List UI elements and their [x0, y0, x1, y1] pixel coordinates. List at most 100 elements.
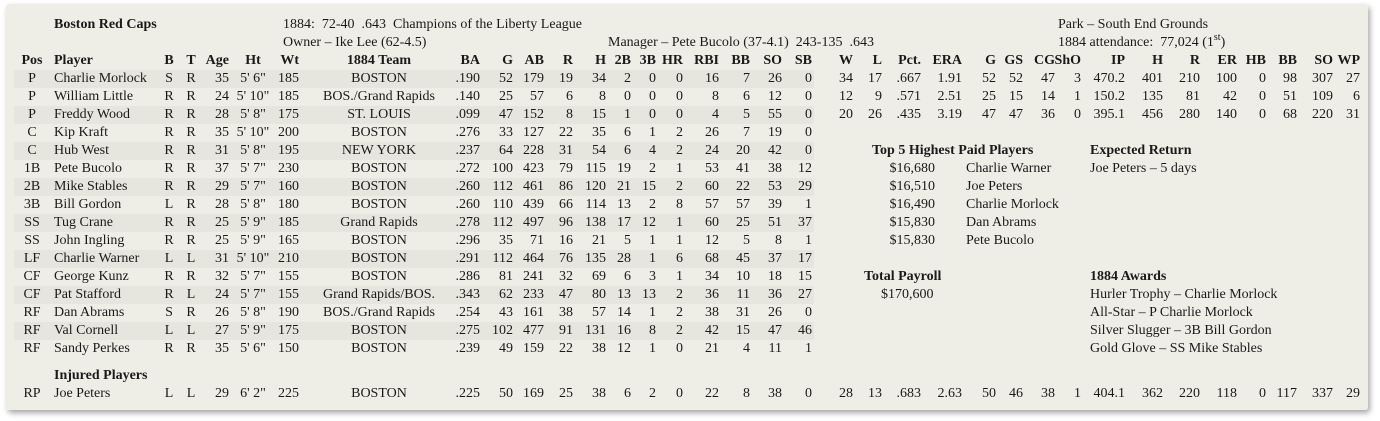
salary-player: Charlie Warner: [966, 161, 1052, 176]
cell: 1: [676, 161, 683, 176]
cell: 54: [592, 143, 606, 158]
cell: 6: [743, 89, 750, 104]
cell: 32: [559, 269, 573, 284]
cell: Hub West: [54, 143, 109, 158]
cell: 81: [1186, 89, 1200, 104]
cell: 1: [649, 251, 656, 266]
cell: 38: [592, 386, 606, 401]
cell: R: [186, 215, 196, 230]
cell: 6: [624, 386, 631, 401]
cell: 0: [676, 89, 683, 104]
row-stripe: [14, 178, 814, 196]
cell: .667: [897, 71, 922, 86]
cell: 12: [768, 89, 782, 104]
cell: 0: [676, 71, 683, 86]
column-header: T: [186, 53, 196, 68]
cell: 1.91: [938, 71, 963, 86]
cell: 7: [743, 71, 750, 86]
cell: 175: [278, 323, 299, 338]
cell: 4: [712, 107, 719, 122]
cell: 68: [1283, 107, 1297, 122]
cell: 24: [705, 143, 719, 158]
cell: 5' 9": [240, 323, 266, 338]
cell: 34: [705, 269, 719, 284]
column-header: G: [502, 53, 513, 68]
cell: 5: [624, 233, 631, 248]
salaries-title: Top 5 Highest Paid Players: [872, 143, 1034, 158]
cell: 26: [868, 107, 882, 122]
cell: 47: [982, 107, 996, 122]
cell: R: [186, 107, 196, 122]
cell: BOS./Grand Rapids: [323, 89, 435, 104]
cell: 38: [768, 161, 782, 176]
cell: 1: [676, 269, 683, 284]
cell: 91: [559, 323, 573, 338]
row-stripe: [14, 142, 814, 160]
column-header: Pos: [22, 53, 44, 68]
cell: 42: [705, 323, 719, 338]
cell: R: [186, 71, 196, 86]
cell: 0: [676, 341, 683, 356]
cell: 112: [493, 179, 513, 194]
cell: C: [27, 143, 36, 158]
cell: 19: [617, 161, 631, 176]
column-header: R: [563, 53, 574, 68]
park: Park – South End Grounds: [1058, 17, 1208, 32]
cell: 13: [868, 386, 882, 401]
cell: 175: [278, 107, 299, 122]
cell: 26: [768, 71, 782, 86]
cell: 13: [617, 287, 631, 302]
cell: 27: [215, 323, 229, 338]
cell: 49: [499, 341, 513, 356]
column-header: H: [1152, 53, 1163, 68]
cell: 117: [1277, 386, 1297, 401]
cell: R: [186, 161, 196, 176]
column-header: IP: [1111, 53, 1125, 68]
cell: L: [187, 251, 196, 266]
attendance-text: 1884 attendance: 77,024 (1: [1058, 35, 1214, 50]
cell: 1: [649, 341, 656, 356]
cell: 22: [705, 386, 719, 401]
cell: 62: [499, 287, 513, 302]
cell: .272: [456, 161, 481, 176]
cell: Kip Kraft: [54, 125, 108, 140]
cell: 395.1: [1094, 107, 1126, 122]
cell: R: [164, 287, 174, 302]
cell: BOSTON: [351, 71, 407, 86]
cell: R: [186, 125, 196, 140]
cell: BOSTON: [351, 125, 407, 140]
cell: 5' 7": [240, 179, 266, 194]
cell: BOSTON: [351, 233, 407, 248]
cell: R: [186, 89, 196, 104]
cell: 118: [1217, 386, 1237, 401]
column-header: 1884 Team: [347, 53, 412, 68]
cell: 152: [523, 107, 544, 122]
cell: 2: [624, 71, 631, 86]
cell: S: [165, 305, 173, 320]
cell: 53: [705, 161, 719, 176]
cell: 0: [805, 89, 812, 104]
award: Gold Glove – SS Mike Stables: [1090, 341, 1262, 356]
cell: 31: [559, 143, 573, 158]
cell: C: [27, 125, 36, 140]
cell: 5: [743, 233, 750, 248]
cell: 5' 7": [240, 269, 266, 284]
column-header: R: [1190, 53, 1201, 68]
cell: 6: [624, 269, 631, 284]
cell: 22: [736, 179, 750, 194]
cell: 34: [839, 71, 853, 86]
cell: 15: [592, 107, 606, 122]
cell: 25: [736, 215, 750, 230]
cell: BOSTON: [351, 269, 407, 284]
cell: 37: [768, 251, 782, 266]
payroll-title: Total Payroll: [864, 269, 942, 284]
column-header: SO: [763, 53, 782, 68]
cell: 71: [530, 233, 544, 248]
cell: Pat Stafford: [54, 287, 121, 302]
cell: 2: [649, 161, 656, 176]
cell: John Ingling: [54, 233, 124, 248]
cell: Freddy Wood: [54, 107, 130, 122]
cell: .683: [897, 386, 922, 401]
cell: 210: [278, 251, 299, 266]
cell: 6: [566, 89, 573, 104]
